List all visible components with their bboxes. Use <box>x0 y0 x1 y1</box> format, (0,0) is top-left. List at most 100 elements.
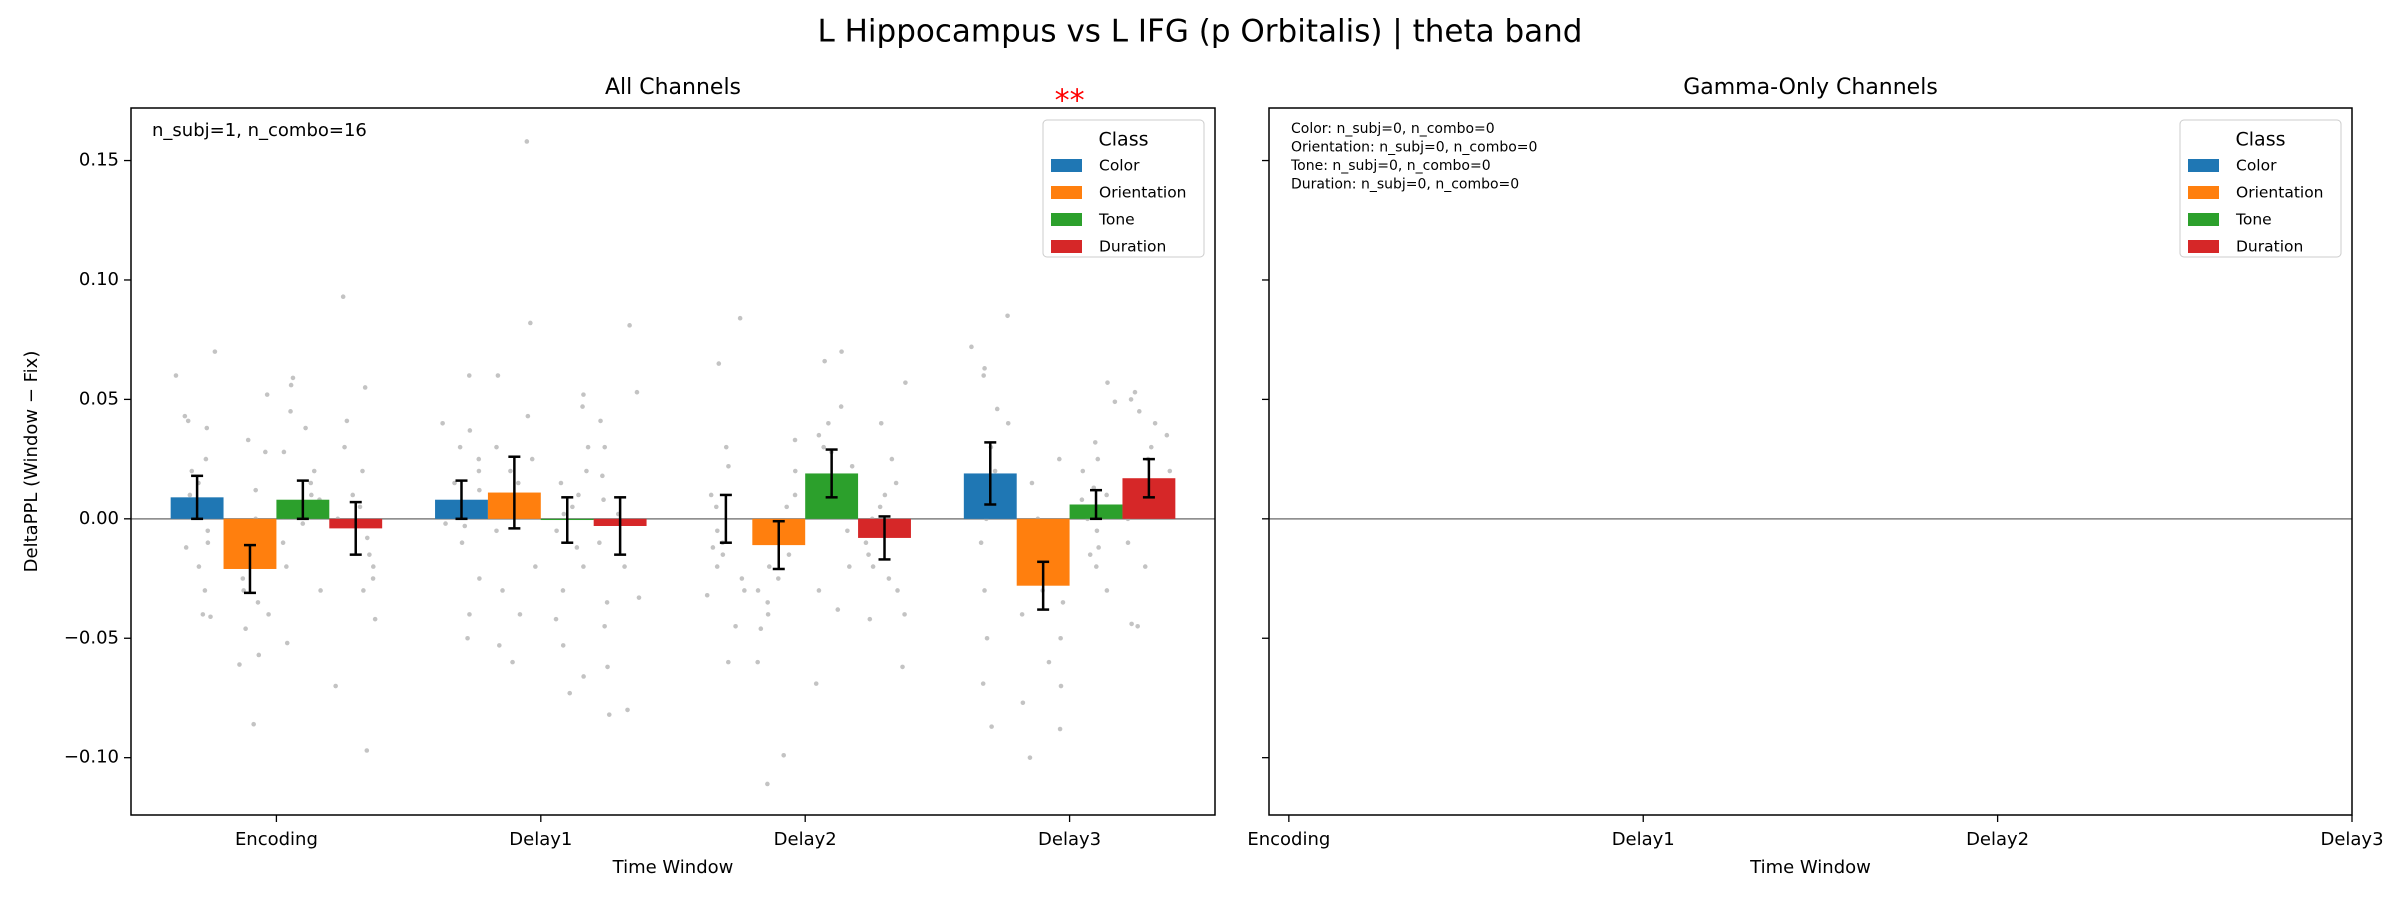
data-point <box>525 413 531 419</box>
data-point <box>245 437 251 443</box>
data-point <box>903 380 908 385</box>
data-point <box>1135 624 1140 629</box>
data-point <box>462 523 468 529</box>
data-point <box>845 528 850 534</box>
error-bar <box>455 479 468 521</box>
data-point <box>870 564 876 569</box>
data-point <box>477 487 482 493</box>
data-point <box>1164 432 1170 438</box>
data-point <box>303 425 308 431</box>
data-point <box>360 468 365 474</box>
note: Tone: n_subj=0, n_combo=0 <box>1290 158 1491 174</box>
data-point <box>476 456 482 462</box>
legend-title: Class <box>1099 129 1149 151</box>
data-point <box>742 588 747 593</box>
error-bar <box>349 500 362 556</box>
legend-box <box>1042 119 1205 258</box>
data-point <box>266 612 271 617</box>
data-point <box>601 497 606 503</box>
data-point <box>237 662 242 667</box>
data-point <box>560 643 566 648</box>
data-point <box>203 456 209 462</box>
data-point <box>508 468 513 474</box>
data-point <box>570 504 575 510</box>
data-point <box>264 392 270 397</box>
data-point <box>822 358 827 364</box>
axes-title: All Channels <box>605 75 741 100</box>
data-point <box>1129 621 1134 627</box>
data-point <box>440 420 445 426</box>
data-point <box>895 588 900 593</box>
data-point <box>1152 420 1158 426</box>
data-point <box>1136 409 1142 414</box>
data-point <box>1104 492 1109 498</box>
axes-title: Gamma-Only Channels <box>1683 75 1938 100</box>
error-bar <box>561 496 574 544</box>
data-point <box>1095 456 1101 462</box>
error-bar <box>243 543 256 595</box>
data-point <box>205 528 211 534</box>
data-point <box>882 492 888 498</box>
data-point <box>533 564 538 569</box>
data-point <box>889 456 895 462</box>
data-point <box>567 690 573 696</box>
data-point <box>1105 380 1110 385</box>
data-point <box>1148 444 1154 450</box>
data-point <box>466 373 472 378</box>
data-point <box>357 504 363 510</box>
data-point <box>792 492 798 498</box>
data-point <box>576 492 581 498</box>
data-point <box>318 588 323 593</box>
data-point <box>494 444 499 450</box>
data-point <box>602 624 607 629</box>
legend-swatch <box>2188 240 2219 253</box>
data-point <box>1057 726 1063 732</box>
data-point <box>602 444 608 450</box>
y-tick-label: 0.15 <box>79 150 119 171</box>
error-bar <box>1037 560 1050 611</box>
data-point <box>243 626 248 631</box>
data-point <box>580 404 585 409</box>
data-point <box>1005 420 1011 426</box>
data-point <box>370 576 376 581</box>
data-point <box>708 492 714 498</box>
data-point <box>251 721 256 727</box>
data-point <box>372 616 378 622</box>
note: Color: n_subj=0, n_combo=0 <box>1291 121 1495 137</box>
data-point <box>350 492 356 498</box>
data-point <box>1094 528 1100 534</box>
data-point <box>792 437 798 443</box>
data-point <box>333 683 338 689</box>
data-point <box>636 595 642 600</box>
data-point <box>581 564 586 569</box>
data-point <box>362 385 368 390</box>
legend-swatch <box>2188 186 2219 199</box>
data-point <box>212 349 218 354</box>
data-point <box>1087 552 1093 557</box>
y-tick-label: 0.00 <box>79 508 119 529</box>
data-point <box>443 521 448 526</box>
data-point <box>515 480 521 486</box>
x-tick-label: Delay1 <box>509 829 572 850</box>
data-point <box>713 504 719 510</box>
legend-swatch <box>2188 159 2219 172</box>
legend-label: Duration <box>1099 238 1166 256</box>
data-point <box>992 468 998 474</box>
note: Duration: n_subj=0, n_combo=0 <box>1291 177 1519 193</box>
data-point <box>838 404 844 409</box>
data-point <box>202 588 208 593</box>
data-point <box>784 504 789 510</box>
data-point <box>1079 497 1085 503</box>
legend-label: Orientation <box>1099 184 1187 202</box>
legend-label: Color <box>1099 157 1140 175</box>
y-tick-label: 0.10 <box>79 269 119 290</box>
data-point <box>813 681 819 686</box>
data-point <box>1060 600 1066 605</box>
data-point <box>371 564 376 569</box>
data-point <box>204 425 210 431</box>
data-point <box>1046 659 1052 665</box>
data-point <box>981 373 986 378</box>
annotation: n_subj=1, n_combo=16 <box>152 120 367 141</box>
data-point <box>558 480 564 486</box>
